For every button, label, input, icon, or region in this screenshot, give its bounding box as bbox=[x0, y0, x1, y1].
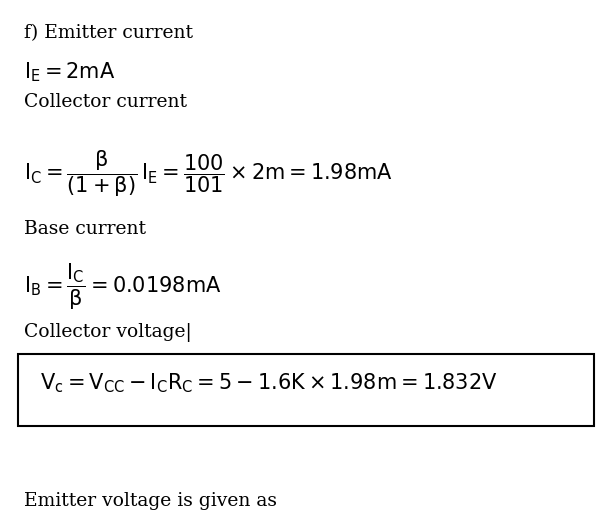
Text: $\mathrm{I_E = 2mA}$: $\mathrm{I_E = 2mA}$ bbox=[24, 61, 116, 85]
Text: Collector voltage|: Collector voltage| bbox=[24, 323, 192, 342]
Text: f) Emitter current: f) Emitter current bbox=[24, 24, 194, 42]
Text: Collector current: Collector current bbox=[24, 93, 188, 111]
Text: Emitter voltage is given as: Emitter voltage is given as bbox=[24, 492, 277, 510]
Text: $\mathrm{V_c = V_{CC} - I_C R_C = 5 - 1.6K \times 1.98m = 1.832V}$: $\mathrm{V_c = V_{CC} - I_C R_C = 5 - 1.… bbox=[40, 371, 497, 395]
Text: $\mathrm{I_B = \dfrac{I_C}{\beta} = 0.0198mA}$: $\mathrm{I_B = \dfrac{I_C}{\beta} = 0.01… bbox=[24, 262, 222, 312]
FancyBboxPatch shape bbox=[18, 354, 594, 426]
Text: Base current: Base current bbox=[24, 220, 146, 238]
Text: $\mathrm{I_C = \dfrac{\beta}{(1+\beta)}\,I_E = \dfrac{100}{101} \times 2m = 1.98: $\mathrm{I_C = \dfrac{\beta}{(1+\beta)}\… bbox=[24, 148, 393, 198]
